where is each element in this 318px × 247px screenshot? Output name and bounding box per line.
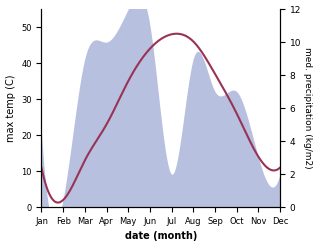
Y-axis label: max temp (C): max temp (C) (5, 74, 16, 142)
X-axis label: date (month): date (month) (125, 231, 197, 242)
Y-axis label: med. precipitation (kg/m2): med. precipitation (kg/m2) (303, 47, 313, 169)
